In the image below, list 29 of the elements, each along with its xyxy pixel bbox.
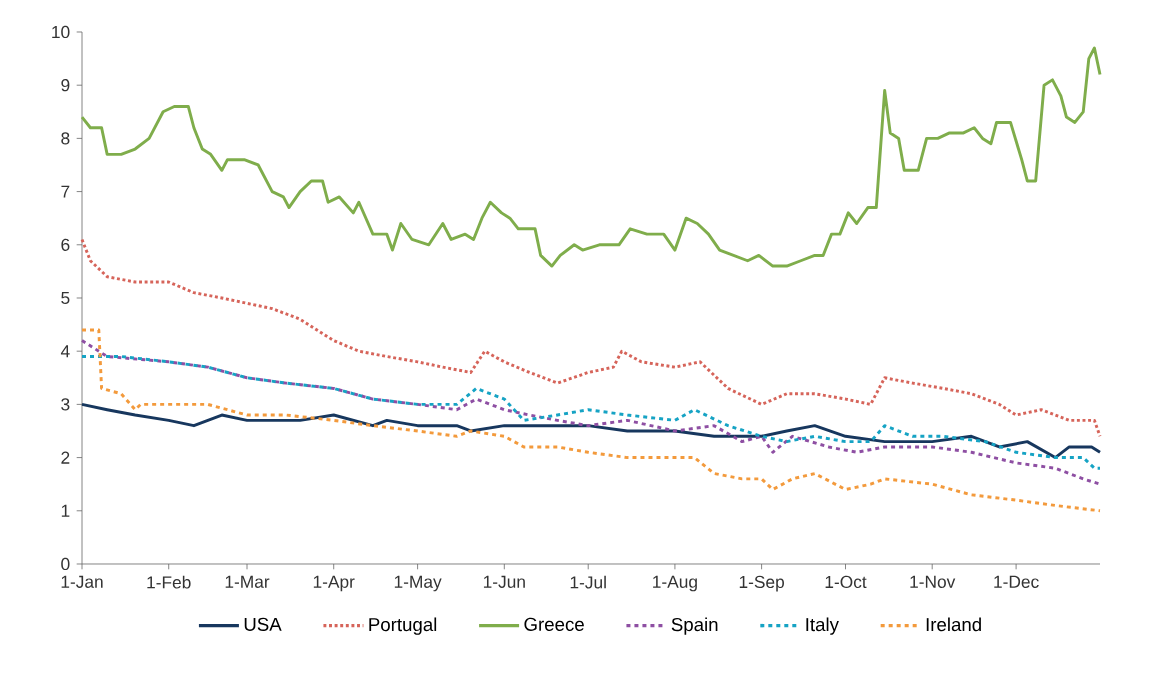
legend-label: Italy	[806, 617, 839, 635]
x-tick-label: 1-Mar	[225, 575, 270, 588]
x-tick-label: 1-Feb	[147, 575, 191, 589]
legend-label: Greece	[524, 617, 584, 631]
x-tick-label: 1-Oct	[825, 575, 867, 589]
legend-label: Spain	[671, 617, 718, 635]
y-tick-label: 8	[61, 132, 70, 145]
y-tick-label: 5	[61, 291, 70, 305]
x-tick-label: 1-Jul	[570, 575, 606, 589]
y-tick-label: 7	[61, 185, 70, 198]
y-tick-label: 10	[52, 25, 70, 39]
x-tick-label: 1-Sep	[739, 575, 784, 592]
legend-label: USA	[244, 617, 282, 631]
legend-label: Portugal	[369, 617, 437, 635]
x-tick-label: 1-Dec	[994, 575, 1039, 588]
y-tick-label: 2	[61, 451, 70, 464]
y-tick-label: 9	[61, 79, 70, 92]
x-tick-label: 1-Jan	[61, 575, 103, 588]
x-tick-label: 1-Apr	[313, 575, 355, 592]
y-tick-label: 0	[61, 557, 70, 571]
x-tick-label: 1-Nov	[910, 575, 956, 588]
y-tick-label: 4	[60, 345, 70, 358]
y-tick-label: 6	[61, 238, 70, 251]
x-tick-label: 1-May	[394, 575, 442, 592]
y-tick-label: 3	[61, 398, 70, 411]
x-tick-label: 1-Aug	[653, 575, 697, 592]
legend-label: Ireland	[926, 617, 981, 632]
y-tick-label: 1	[61, 504, 70, 517]
x-tick-label: 1-Jun	[483, 575, 525, 588]
